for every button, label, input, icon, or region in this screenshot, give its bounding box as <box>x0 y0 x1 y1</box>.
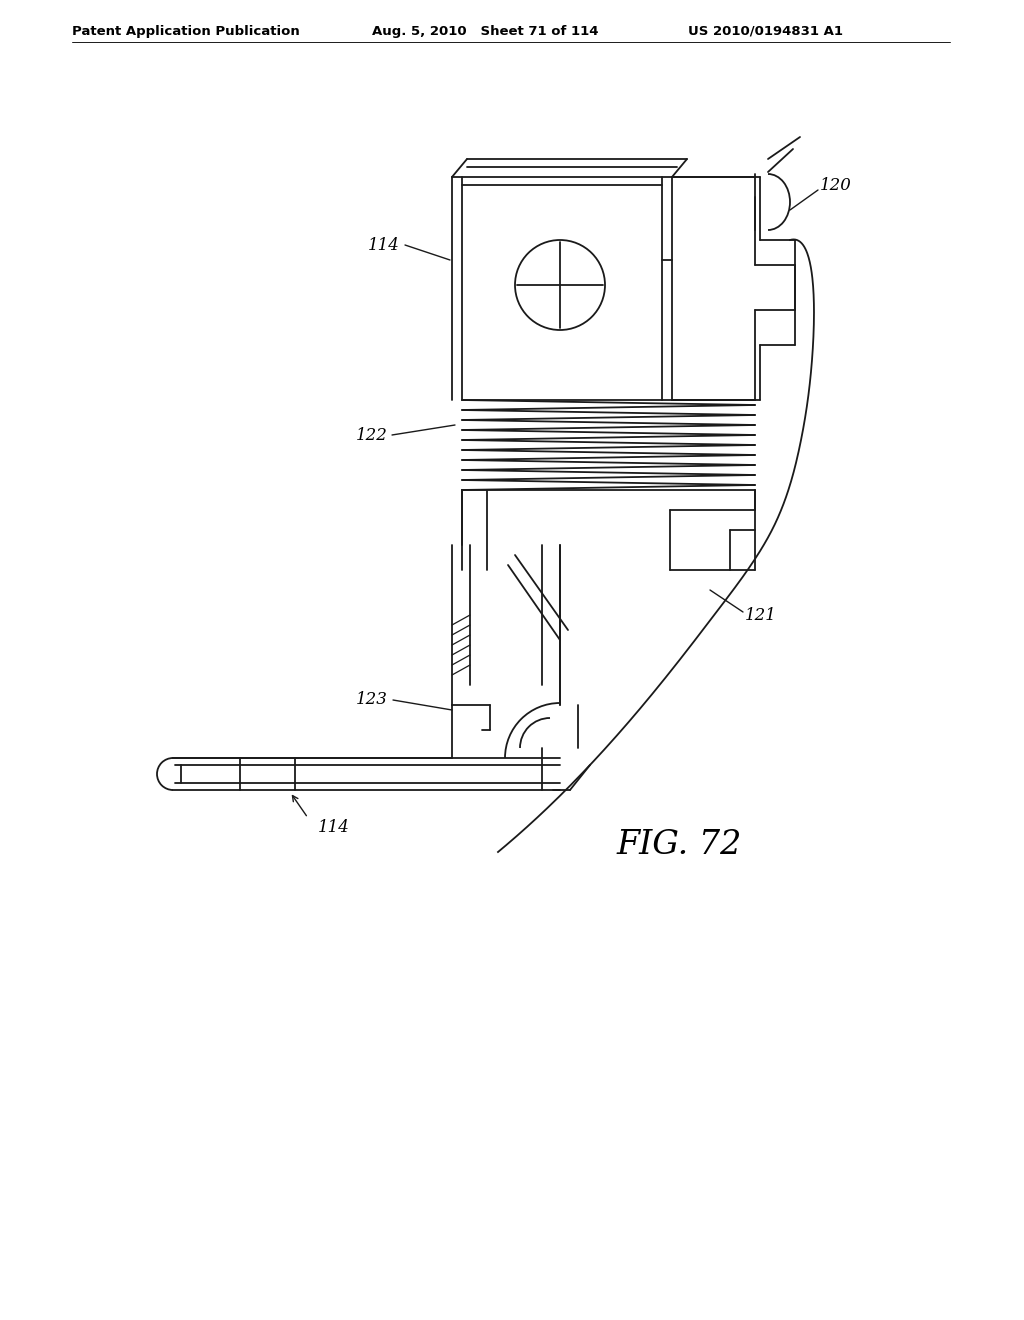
Text: FIG. 72: FIG. 72 <box>617 829 742 861</box>
Text: 114: 114 <box>318 820 350 837</box>
Text: 123: 123 <box>356 692 388 709</box>
Text: Patent Application Publication: Patent Application Publication <box>72 25 300 38</box>
Text: 121: 121 <box>745 606 777 623</box>
Text: 120: 120 <box>820 177 852 194</box>
Text: 122: 122 <box>356 426 388 444</box>
Text: 114: 114 <box>368 236 400 253</box>
Text: US 2010/0194831 A1: US 2010/0194831 A1 <box>688 25 843 38</box>
Text: Aug. 5, 2010   Sheet 71 of 114: Aug. 5, 2010 Sheet 71 of 114 <box>372 25 598 38</box>
